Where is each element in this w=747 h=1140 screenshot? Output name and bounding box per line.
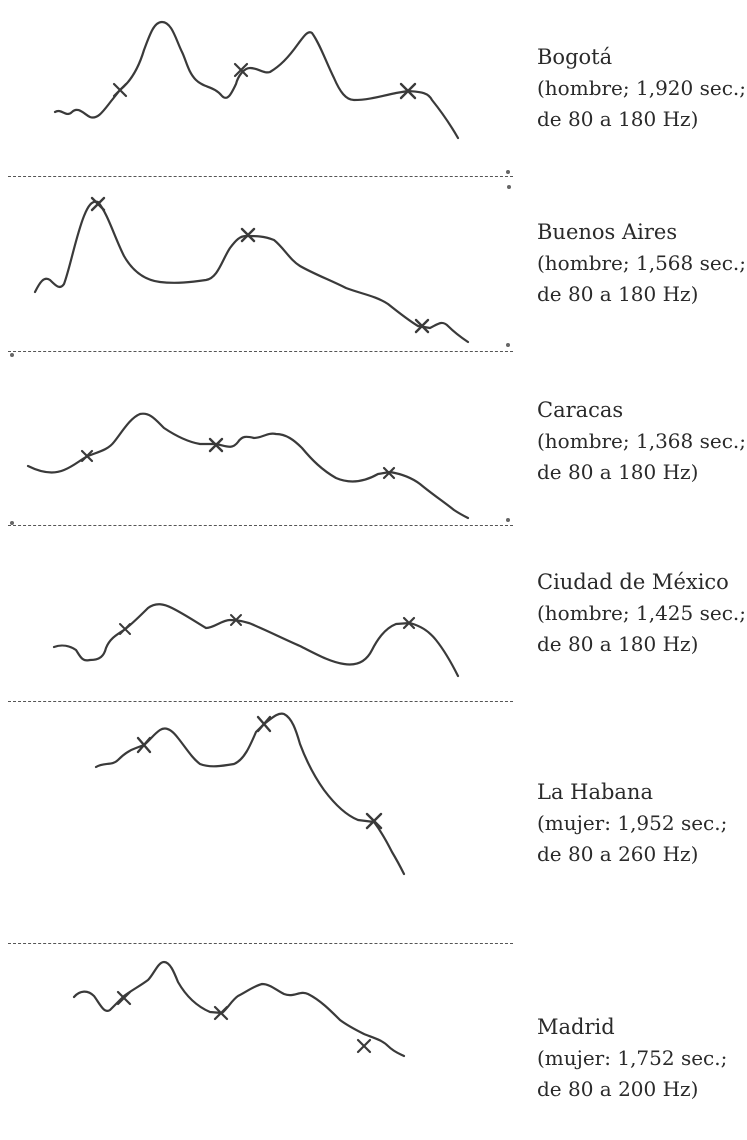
city-label: Caracas	[537, 398, 624, 422]
caption-caracas: Caracas (hombre; 1,368 sec.; de 80 a 180…	[537, 395, 746, 488]
contour-ciudad-de-mexico	[52, 603, 460, 678]
marker-buenos-aires-2	[240, 227, 256, 243]
marker-la-habana-3	[365, 812, 383, 830]
panel-divider	[8, 525, 513, 526]
caption-bogota: Bogotá (hombre; 1,920 sec.; de 80 a 180 …	[537, 42, 746, 135]
frequency-range-label: de 80 a 180 Hz)	[537, 107, 699, 131]
marker-madrid-2	[213, 1005, 229, 1021]
speaker-duration-label: (hombre; 1,920 sec.;	[537, 76, 746, 100]
frequency-range-label: de 80 a 180 Hz)	[537, 282, 699, 306]
speck	[506, 170, 510, 174]
city-label: Madrid	[537, 1015, 615, 1039]
pitch-curve-caracas	[26, 412, 470, 520]
pitch-curve-madrid	[72, 960, 406, 1058]
contour-la-habana	[94, 712, 406, 876]
panel-divider	[8, 701, 513, 702]
speck	[506, 518, 510, 522]
caption-ciudad-de-mexico: Ciudad de México (hombre; 1,425 sec.; de…	[537, 567, 746, 660]
speaker-duration-label: (mujer: 1,752 sec.;	[537, 1046, 728, 1070]
marker-bogota-3	[399, 82, 417, 100]
marker-la-habana-1	[136, 736, 152, 754]
speck	[507, 185, 511, 189]
marker-ciudad-de-mexico-1	[119, 623, 131, 635]
panel-divider	[8, 351, 513, 352]
marker-ciudad-de-mexico-2	[230, 614, 242, 626]
speaker-duration-label: (hombre; 1,425 sec.;	[537, 601, 746, 625]
city-label: Ciudad de México	[537, 570, 729, 594]
frequency-range-label: de 80 a 260 Hz)	[537, 842, 699, 866]
marker-ciudad-de-mexico-3	[402, 616, 416, 630]
marker-buenos-aires-3	[414, 318, 430, 334]
speck	[506, 343, 510, 347]
marker-caracas-1	[80, 449, 94, 463]
caption-madrid: Madrid (mujer: 1,752 sec.; de 80 a 200 H…	[537, 1012, 727, 1105]
contour-madrid	[72, 960, 406, 1058]
caption-buenos-aires: Buenos Aires (hombre; 1,568 sec.; de 80 …	[537, 217, 746, 310]
panel-divider	[8, 176, 513, 177]
city-label: Buenos Aires	[537, 220, 678, 244]
marker-madrid-1	[116, 990, 132, 1006]
speaker-duration-label: (hombre; 1,568 sec.;	[537, 251, 746, 275]
pitch-curve-ciudad-de-mexico	[52, 603, 460, 678]
frequency-range-label: de 80 a 200 Hz)	[537, 1077, 699, 1101]
contour-buenos-aires	[33, 196, 470, 344]
marker-buenos-aires-1	[90, 196, 106, 212]
speaker-duration-label: (mujer: 1,952 sec.;	[537, 811, 728, 835]
city-label: Bogotá	[537, 45, 613, 69]
marker-caracas-2	[208, 437, 224, 453]
pitch-curve-buenos-aires	[33, 200, 470, 344]
contour-bogota	[53, 20, 460, 140]
marker-bogota-1	[112, 82, 128, 98]
caption-la-habana: La Habana (mujer: 1,952 sec.; de 80 a 26…	[537, 777, 727, 870]
frequency-range-label: de 80 a 180 Hz)	[537, 460, 699, 484]
frequency-range-label: de 80 a 180 Hz)	[537, 632, 699, 656]
marker-caracas-3	[382, 466, 396, 480]
marker-bogota-2	[233, 62, 249, 78]
panel-divider	[8, 943, 513, 944]
speaker-duration-label: (hombre; 1,368 sec.;	[537, 429, 746, 453]
speck	[10, 353, 14, 357]
marker-la-habana-2	[256, 715, 272, 733]
city-label: La Habana	[537, 780, 653, 804]
marker-madrid-3	[356, 1038, 372, 1054]
speck	[10, 521, 14, 525]
contour-caracas	[26, 412, 470, 520]
